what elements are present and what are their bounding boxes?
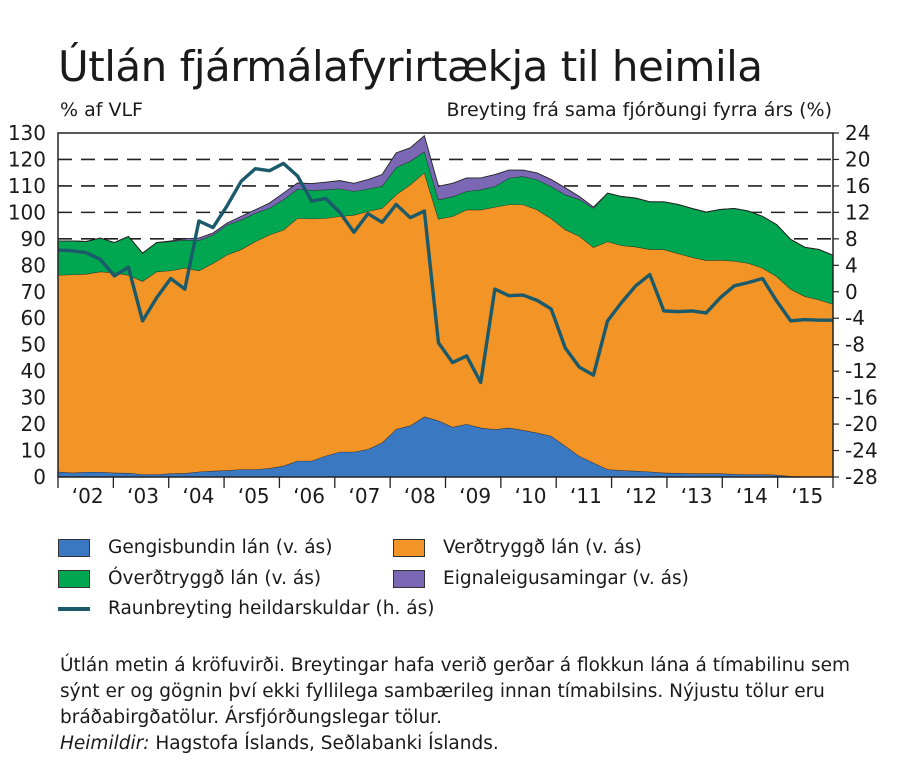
- x-tick-label: ‘09: [459, 484, 491, 508]
- y2-tick-label: 16: [845, 174, 870, 198]
- y2-tick-label: 20: [845, 147, 870, 171]
- x-tick-label: ‘13: [681, 484, 713, 508]
- x-tick-label: ‘06: [293, 484, 325, 508]
- stacked-areas: [57, 134, 834, 477]
- legend-label: Verðtryggð lán (v. ás): [443, 537, 642, 558]
- y2-tick-label: -12: [845, 359, 878, 383]
- legend-label: Óverðtryggð lán (v. ás): [108, 568, 322, 589]
- y-tick-label: 80: [21, 253, 46, 277]
- y-tick-label: 0: [33, 465, 46, 489]
- y2-tick-label: 4: [845, 253, 858, 277]
- left-axis-label: % af VLF: [60, 99, 143, 121]
- y2-tick-label: 8: [845, 227, 858, 251]
- y-tick-label: 10: [21, 439, 46, 463]
- y2-tick-label: -16: [845, 386, 878, 410]
- notes-text: Útlán metin á kröfuvirði. Breytingar haf…: [60, 655, 851, 728]
- y2-tick-label: -24: [845, 439, 878, 463]
- area-edge-3: [58, 134, 834, 256]
- chart-title: Útlán fjármálafyrirtækja til heimila: [58, 42, 763, 91]
- x-tick-label: ‘14: [736, 484, 768, 508]
- y-tick-label: 30: [21, 386, 46, 410]
- y-tick-label: 40: [21, 359, 46, 383]
- x-tick-label: ‘05: [238, 484, 270, 508]
- legend-swatch-blue: [58, 538, 90, 557]
- x-tick-label: ‘04: [182, 484, 214, 508]
- y2-tick-label: 24: [845, 121, 870, 145]
- x-tick-label: ‘11: [570, 484, 602, 508]
- chart-svg: 0102030405060708090100110120130-28-24-20…: [8, 121, 878, 508]
- y2-tick-label: 0: [845, 280, 858, 304]
- axes: 0102030405060708090100110120130-28-24-20…: [8, 121, 878, 508]
- y2-tick-label: -28: [845, 465, 878, 489]
- area-1: [58, 172, 833, 477]
- legend-label: Raunbreyting heildarskuldar (h. ás): [108, 598, 435, 619]
- y2-tick-label: -20: [845, 412, 878, 436]
- chart-notes: Útlán metin á kröfuvirði. Breytingar haf…: [60, 653, 890, 757]
- y2-tick-label: -4: [845, 306, 865, 330]
- legend-item-gengisbundin: Gengisbundin lán (v. ás): [58, 537, 332, 558]
- y-tick-label: 90: [21, 227, 46, 251]
- right-axis-label: Breyting frá sama fjórðungi fyrra árs (%…: [446, 99, 832, 121]
- legend-item-eignaleiga: Eignaleigusamingar (v. ás): [393, 568, 689, 589]
- x-tick-label: ‘03: [127, 484, 159, 508]
- area-2: [58, 151, 833, 305]
- legend-swatch-purple: [393, 569, 425, 588]
- legend-label: Gengisbundin lán (v. ás): [108, 537, 333, 558]
- legend-item-overdtryggd: Óverðtryggð lán (v. ás): [58, 568, 321, 589]
- legend-line-swatch: [58, 606, 90, 611]
- legend-item-raunbreyting: Raunbreyting heildarskuldar (h. ás): [58, 598, 434, 619]
- sources-text: Hagstofa Íslands, Seðlabanki Íslands.: [149, 733, 499, 754]
- sources-line: Heimildir: Hagstofa Íslands, Seðlabanki …: [60, 731, 890, 757]
- y-tick-label: 130: [8, 121, 46, 145]
- x-tick-label: ‘02: [72, 484, 104, 508]
- legend-swatch-orange: [393, 538, 425, 557]
- x-tick-label: ‘08: [404, 484, 436, 508]
- line-raunbreyting: [57, 161, 833, 385]
- y-tick-label: 50: [21, 333, 46, 357]
- y-tick-label: 60: [21, 306, 46, 330]
- y-tick-label: 100: [8, 200, 46, 224]
- line-series: [57, 161, 833, 385]
- area-3: [58, 135, 833, 256]
- y-tick-label: 70: [21, 280, 46, 304]
- legend-label: Eignaleigusamingar (v. ás): [443, 568, 689, 589]
- legend-swatch-green: [58, 569, 90, 588]
- y2-tick-label: 12: [845, 200, 870, 224]
- legend-item-verdtryggd: Verðtryggð lán (v. ás): [393, 537, 642, 558]
- sources-label: Heimildir:: [60, 733, 150, 754]
- y2-tick-label: -8: [845, 333, 865, 357]
- y-tick-label: 20: [21, 412, 46, 436]
- x-tick-label: ‘12: [625, 484, 657, 508]
- y-tick-label: 120: [8, 147, 46, 171]
- x-tick-label: ‘15: [791, 484, 823, 508]
- area-0: [58, 416, 833, 477]
- x-tick-label: ‘07: [349, 484, 381, 508]
- x-tick-label: ‘10: [515, 484, 547, 508]
- y-tick-label: 110: [8, 174, 46, 198]
